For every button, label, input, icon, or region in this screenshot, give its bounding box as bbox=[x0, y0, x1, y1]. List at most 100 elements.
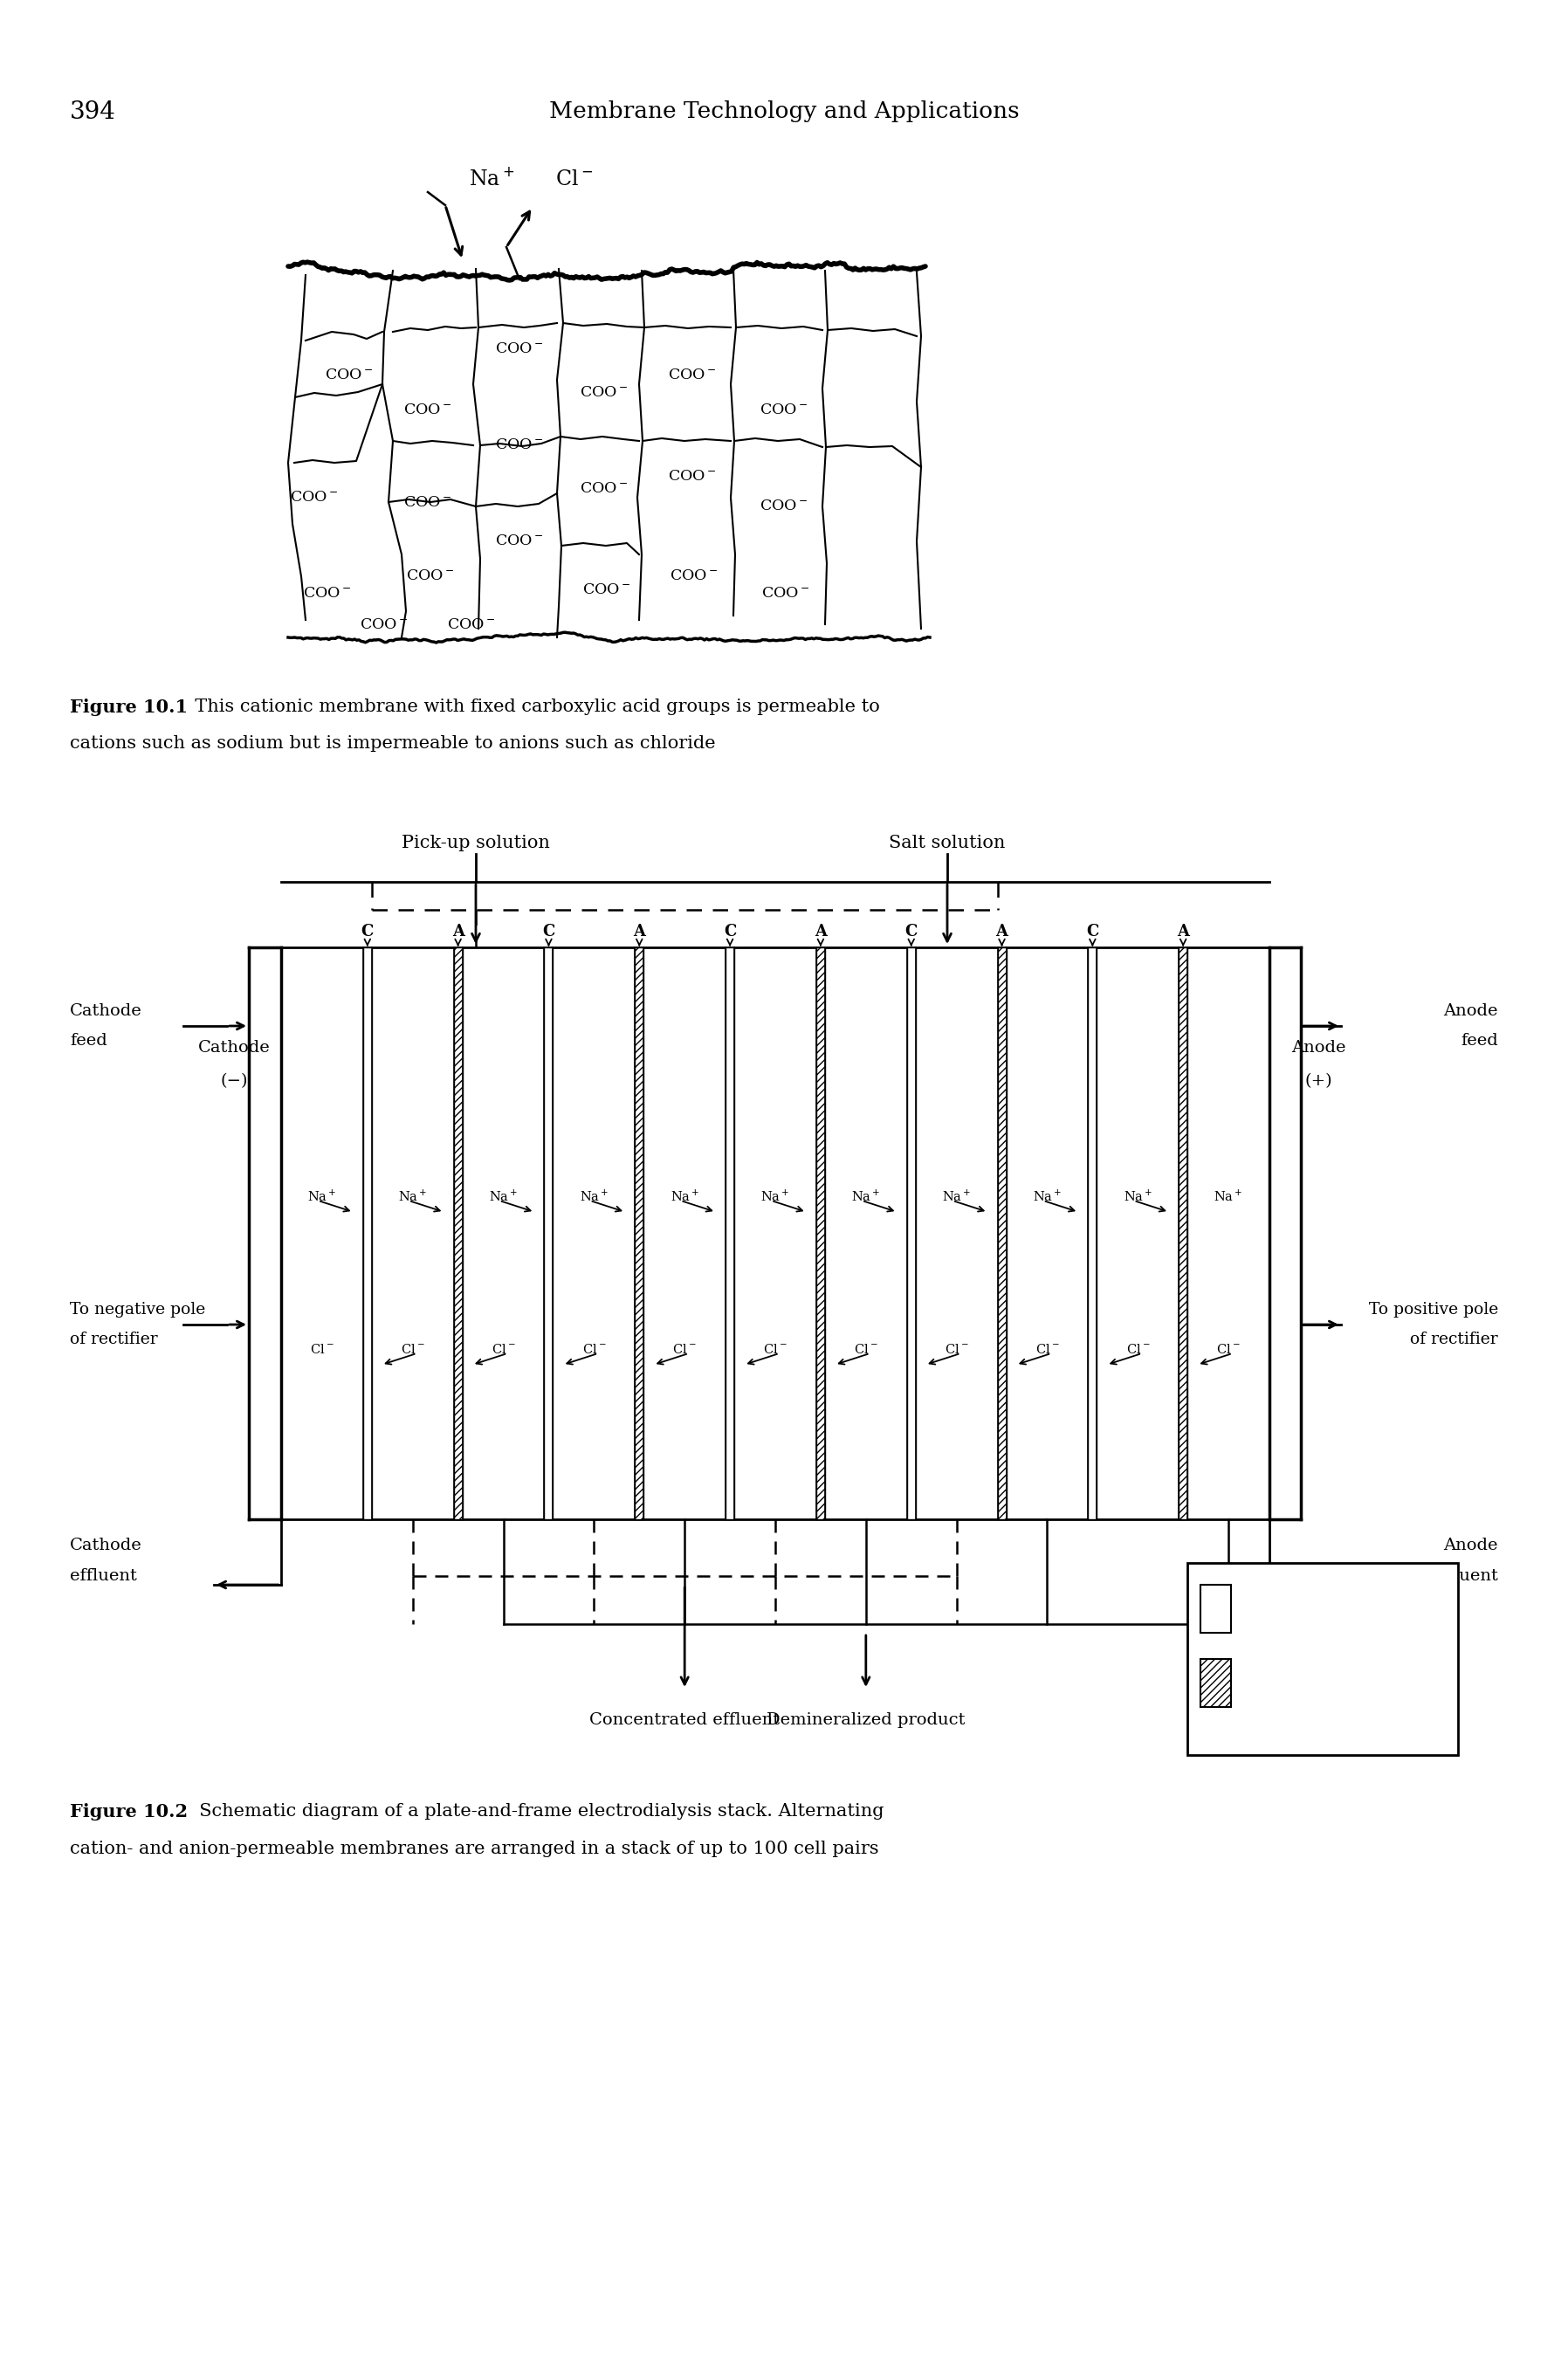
Bar bbox=[364, 947, 372, 1518]
Bar bbox=[453, 947, 463, 1518]
Text: COO$^-$: COO$^-$ bbox=[406, 569, 455, 583]
Text: A: A bbox=[1178, 923, 1189, 940]
Text: Na$^+$: Na$^+$ bbox=[851, 1188, 880, 1204]
Text: C: C bbox=[1087, 923, 1099, 940]
Text: COO$^-$: COO$^-$ bbox=[495, 534, 544, 548]
Text: COO$^-$: COO$^-$ bbox=[762, 586, 809, 602]
Text: COO$^-$: COO$^-$ bbox=[760, 404, 808, 418]
Text: COO$^-$: COO$^-$ bbox=[580, 385, 629, 401]
Text: To negative pole: To negative pole bbox=[71, 1301, 205, 1317]
Text: of rectifier: of rectifier bbox=[71, 1332, 158, 1348]
Text: Anion-exchange: Anion-exchange bbox=[1240, 1681, 1358, 1698]
Text: Cl$^-$: Cl$^-$ bbox=[491, 1343, 516, 1355]
Text: effluent: effluent bbox=[71, 1568, 136, 1584]
Text: Cl$^-$: Cl$^-$ bbox=[1217, 1343, 1240, 1355]
Bar bbox=[997, 947, 1007, 1518]
Text: COO$^-$: COO$^-$ bbox=[670, 569, 718, 583]
Text: COO$^-$: COO$^-$ bbox=[403, 404, 452, 418]
Text: C: C bbox=[724, 923, 737, 940]
Text: COO$^-$: COO$^-$ bbox=[760, 498, 808, 515]
Text: This cationic membrane with fixed carboxylic acid groups is permeable to: This cationic membrane with fixed carbox… bbox=[183, 699, 880, 715]
Text: membrane: membrane bbox=[1240, 1624, 1319, 1641]
Text: feed: feed bbox=[71, 1034, 107, 1048]
Text: C: C bbox=[1240, 1572, 1253, 1589]
Text: (−): (−) bbox=[221, 1074, 248, 1088]
Text: Membrane Technology and Applications: Membrane Technology and Applications bbox=[549, 102, 1019, 123]
Text: COO$^-$: COO$^-$ bbox=[361, 616, 408, 633]
Text: Na$^+$: Na$^+$ bbox=[670, 1188, 699, 1204]
Bar bbox=[817, 947, 825, 1518]
Text: Schematic diagram of a plate-and-frame electrodialysis stack. Alternating: Schematic diagram of a plate-and-frame e… bbox=[188, 1804, 884, 1820]
Text: cations such as sodium but is impermeable to anions such as chloride: cations such as sodium but is impermeabl… bbox=[71, 734, 715, 751]
Text: cation- and anion-permeable membranes are arranged in a stack of up to 100 cell : cation- and anion-permeable membranes ar… bbox=[71, 1842, 878, 1858]
Text: Cathode: Cathode bbox=[198, 1039, 271, 1055]
Text: A: A bbox=[814, 923, 826, 940]
Text: COO$^-$: COO$^-$ bbox=[303, 586, 351, 602]
Text: Cl$^-$: Cl$^-$ bbox=[401, 1343, 425, 1355]
Text: (+): (+) bbox=[1305, 1074, 1333, 1088]
Text: Cl$^-$: Cl$^-$ bbox=[1035, 1343, 1060, 1355]
Text: Na$^+$: Na$^+$ bbox=[760, 1188, 790, 1204]
Text: COO$^-$: COO$^-$ bbox=[668, 467, 717, 484]
Text: Na$^+$: Na$^+$ bbox=[942, 1188, 971, 1204]
Text: C: C bbox=[543, 923, 555, 940]
Text: Na$^+$: Na$^+$ bbox=[307, 1188, 337, 1204]
Text: effluent: effluent bbox=[1432, 1568, 1497, 1584]
Text: 394: 394 bbox=[71, 102, 116, 125]
Text: COO$^-$: COO$^-$ bbox=[403, 496, 452, 510]
Text: Anode: Anode bbox=[1290, 1039, 1345, 1055]
Text: Cathode: Cathode bbox=[71, 1537, 143, 1554]
Text: COO$^-$: COO$^-$ bbox=[668, 368, 717, 382]
Bar bbox=[1088, 947, 1098, 1518]
Bar bbox=[906, 947, 916, 1518]
Bar bbox=[249, 947, 281, 1518]
Text: A: A bbox=[1240, 1655, 1251, 1672]
Text: COO$^-$: COO$^-$ bbox=[580, 482, 629, 496]
Text: To positive pole: To positive pole bbox=[1369, 1301, 1497, 1317]
Text: C: C bbox=[361, 923, 373, 940]
Text: A: A bbox=[452, 923, 464, 940]
Text: Cl$^-$: Cl$^-$ bbox=[555, 170, 593, 189]
Text: Cathode: Cathode bbox=[71, 1003, 143, 1020]
Text: Na$^+$: Na$^+$ bbox=[489, 1188, 517, 1204]
Bar bbox=[726, 947, 734, 1518]
Text: COO$^-$: COO$^-$ bbox=[495, 437, 544, 453]
Text: of rectifier: of rectifier bbox=[1410, 1332, 1497, 1348]
Text: Pick-up solution: Pick-up solution bbox=[401, 836, 550, 852]
Text: membrane: membrane bbox=[1240, 1709, 1319, 1724]
Text: Na$^+$: Na$^+$ bbox=[580, 1188, 608, 1204]
Text: C: C bbox=[905, 923, 917, 940]
Bar bbox=[1201, 1660, 1231, 1707]
Text: A: A bbox=[633, 923, 646, 940]
Bar bbox=[635, 947, 644, 1518]
Bar bbox=[1270, 947, 1301, 1518]
Text: Na$^+$: Na$^+$ bbox=[398, 1188, 426, 1204]
Text: Cl$^-$: Cl$^-$ bbox=[944, 1343, 969, 1355]
Text: Cl$^-$: Cl$^-$ bbox=[310, 1343, 334, 1355]
Text: COO$^-$: COO$^-$ bbox=[325, 368, 373, 382]
Text: Na$^+$: Na$^+$ bbox=[469, 168, 514, 189]
Bar bbox=[1179, 947, 1187, 1518]
Text: Cation-exchange: Cation-exchange bbox=[1240, 1598, 1363, 1615]
Bar bbox=[544, 947, 554, 1518]
Text: COO$^-$: COO$^-$ bbox=[495, 342, 544, 357]
Text: Concentrated effluent: Concentrated effluent bbox=[590, 1712, 779, 1728]
Text: Na$^+$: Na$^+$ bbox=[1033, 1188, 1062, 1204]
Text: COO$^-$: COO$^-$ bbox=[290, 491, 339, 505]
Text: Salt solution: Salt solution bbox=[889, 836, 1005, 852]
Text: Cl$^-$: Cl$^-$ bbox=[1126, 1343, 1149, 1355]
Text: A: A bbox=[996, 923, 1008, 940]
Text: Na$^+$: Na$^+$ bbox=[1123, 1188, 1152, 1204]
Text: Anode: Anode bbox=[1444, 1003, 1497, 1020]
Text: Cl$^-$: Cl$^-$ bbox=[764, 1343, 787, 1355]
Text: COO$^-$: COO$^-$ bbox=[583, 581, 630, 597]
Text: COO$^-$: COO$^-$ bbox=[447, 616, 495, 633]
Text: Anode: Anode bbox=[1444, 1537, 1497, 1554]
Text: Na$^+$: Na$^+$ bbox=[1214, 1188, 1243, 1204]
Bar bbox=[1201, 1584, 1231, 1634]
Text: Cl$^-$: Cl$^-$ bbox=[673, 1343, 696, 1355]
Bar bbox=[1187, 1563, 1458, 1754]
Text: Demineralized product: Demineralized product bbox=[767, 1712, 966, 1728]
Text: Cl$^-$: Cl$^-$ bbox=[855, 1343, 878, 1355]
Text: Figure 10.2: Figure 10.2 bbox=[71, 1804, 188, 1820]
